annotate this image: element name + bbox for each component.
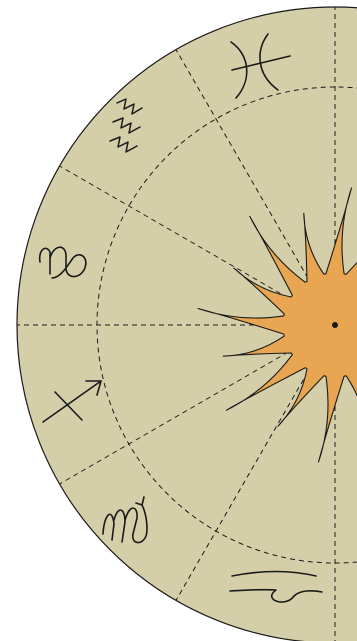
libra-icon bbox=[229, 570, 323, 603]
capricorn-icon bbox=[38, 246, 87, 279]
wheel-spoke bbox=[59, 324, 336, 485]
sagittarius-icon bbox=[42, 380, 102, 423]
wheel-outer-ring bbox=[16, 6, 357, 641]
scorpio-icon bbox=[102, 496, 148, 544]
wheel-spoke bbox=[175, 49, 336, 326]
aquarius-icon bbox=[109, 98, 143, 153]
sun-icon bbox=[197, 187, 357, 463]
wheel-spokes bbox=[17, 7, 357, 641]
wheel-spoke bbox=[59, 165, 336, 326]
pisces-icon bbox=[230, 33, 291, 99]
wheel-spoke bbox=[175, 324, 336, 601]
